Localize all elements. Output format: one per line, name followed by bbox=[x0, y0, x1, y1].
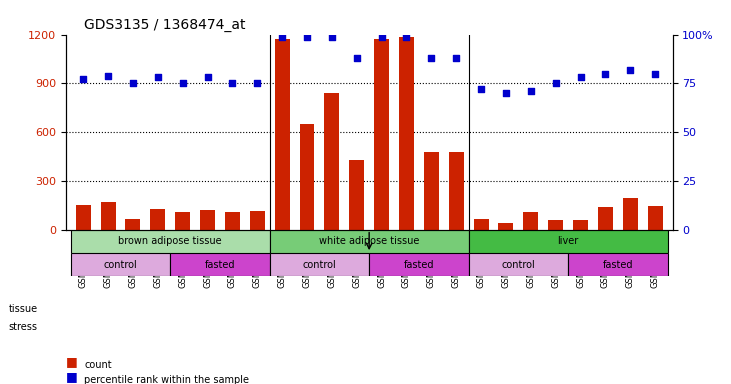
Bar bbox=[151, 209, 165, 230]
FancyBboxPatch shape bbox=[71, 230, 270, 253]
FancyBboxPatch shape bbox=[270, 253, 369, 276]
Point bbox=[575, 74, 586, 81]
Text: stress: stress bbox=[9, 322, 38, 332]
Point bbox=[425, 55, 437, 61]
Point bbox=[251, 80, 263, 86]
Point bbox=[599, 71, 611, 77]
Point bbox=[376, 33, 387, 40]
Bar bbox=[598, 207, 613, 230]
Point bbox=[475, 86, 487, 92]
Point bbox=[276, 33, 288, 40]
Point bbox=[177, 80, 189, 86]
FancyBboxPatch shape bbox=[369, 253, 469, 276]
Point bbox=[401, 33, 412, 40]
Point bbox=[326, 33, 338, 40]
Point bbox=[227, 80, 238, 86]
Bar bbox=[523, 212, 538, 230]
Bar bbox=[325, 93, 339, 230]
Text: fasted: fasted bbox=[205, 260, 235, 270]
FancyBboxPatch shape bbox=[469, 230, 667, 253]
FancyBboxPatch shape bbox=[270, 230, 469, 253]
Bar bbox=[499, 223, 513, 230]
Bar bbox=[225, 212, 240, 230]
Text: ■: ■ bbox=[66, 370, 77, 383]
Text: liver: liver bbox=[558, 237, 579, 247]
Text: percentile rank within the sample: percentile rank within the sample bbox=[84, 375, 249, 384]
Text: control: control bbox=[501, 260, 535, 270]
Bar bbox=[126, 219, 140, 230]
Point bbox=[550, 80, 561, 86]
Point bbox=[649, 71, 661, 77]
Point bbox=[624, 66, 636, 73]
Point bbox=[525, 88, 537, 94]
Text: fasted: fasted bbox=[404, 260, 434, 270]
Text: brown adipose tissue: brown adipose tissue bbox=[118, 237, 222, 247]
FancyBboxPatch shape bbox=[469, 253, 568, 276]
Point bbox=[450, 55, 462, 61]
FancyBboxPatch shape bbox=[568, 253, 667, 276]
Point bbox=[127, 80, 139, 86]
FancyBboxPatch shape bbox=[170, 253, 270, 276]
Bar bbox=[101, 202, 115, 230]
Point bbox=[152, 74, 164, 81]
Point bbox=[500, 90, 512, 96]
Text: tissue: tissue bbox=[9, 304, 38, 314]
Bar bbox=[275, 39, 289, 230]
Bar bbox=[76, 205, 91, 230]
Text: ■: ■ bbox=[66, 355, 77, 368]
Text: control: control bbox=[104, 260, 137, 270]
Point bbox=[301, 33, 313, 40]
Point bbox=[351, 55, 363, 61]
Bar bbox=[573, 220, 588, 230]
Text: count: count bbox=[84, 360, 112, 370]
Text: control: control bbox=[303, 260, 336, 270]
Bar bbox=[623, 198, 637, 230]
Bar bbox=[374, 39, 389, 230]
FancyBboxPatch shape bbox=[71, 253, 170, 276]
Bar bbox=[175, 212, 190, 230]
Bar bbox=[250, 211, 265, 230]
Point bbox=[77, 76, 89, 83]
Bar bbox=[399, 37, 414, 230]
Bar bbox=[648, 206, 662, 230]
Bar bbox=[449, 152, 463, 230]
Text: white adipose tissue: white adipose tissue bbox=[319, 237, 420, 247]
Point bbox=[102, 73, 114, 79]
Bar bbox=[424, 152, 439, 230]
Bar bbox=[300, 124, 314, 230]
Text: GDS3135 / 1368474_at: GDS3135 / 1368474_at bbox=[84, 18, 246, 32]
Point bbox=[202, 74, 213, 81]
Bar bbox=[349, 160, 364, 230]
Text: fasted: fasted bbox=[602, 260, 633, 270]
Bar bbox=[474, 219, 488, 230]
Bar bbox=[200, 210, 215, 230]
Bar bbox=[548, 220, 563, 230]
